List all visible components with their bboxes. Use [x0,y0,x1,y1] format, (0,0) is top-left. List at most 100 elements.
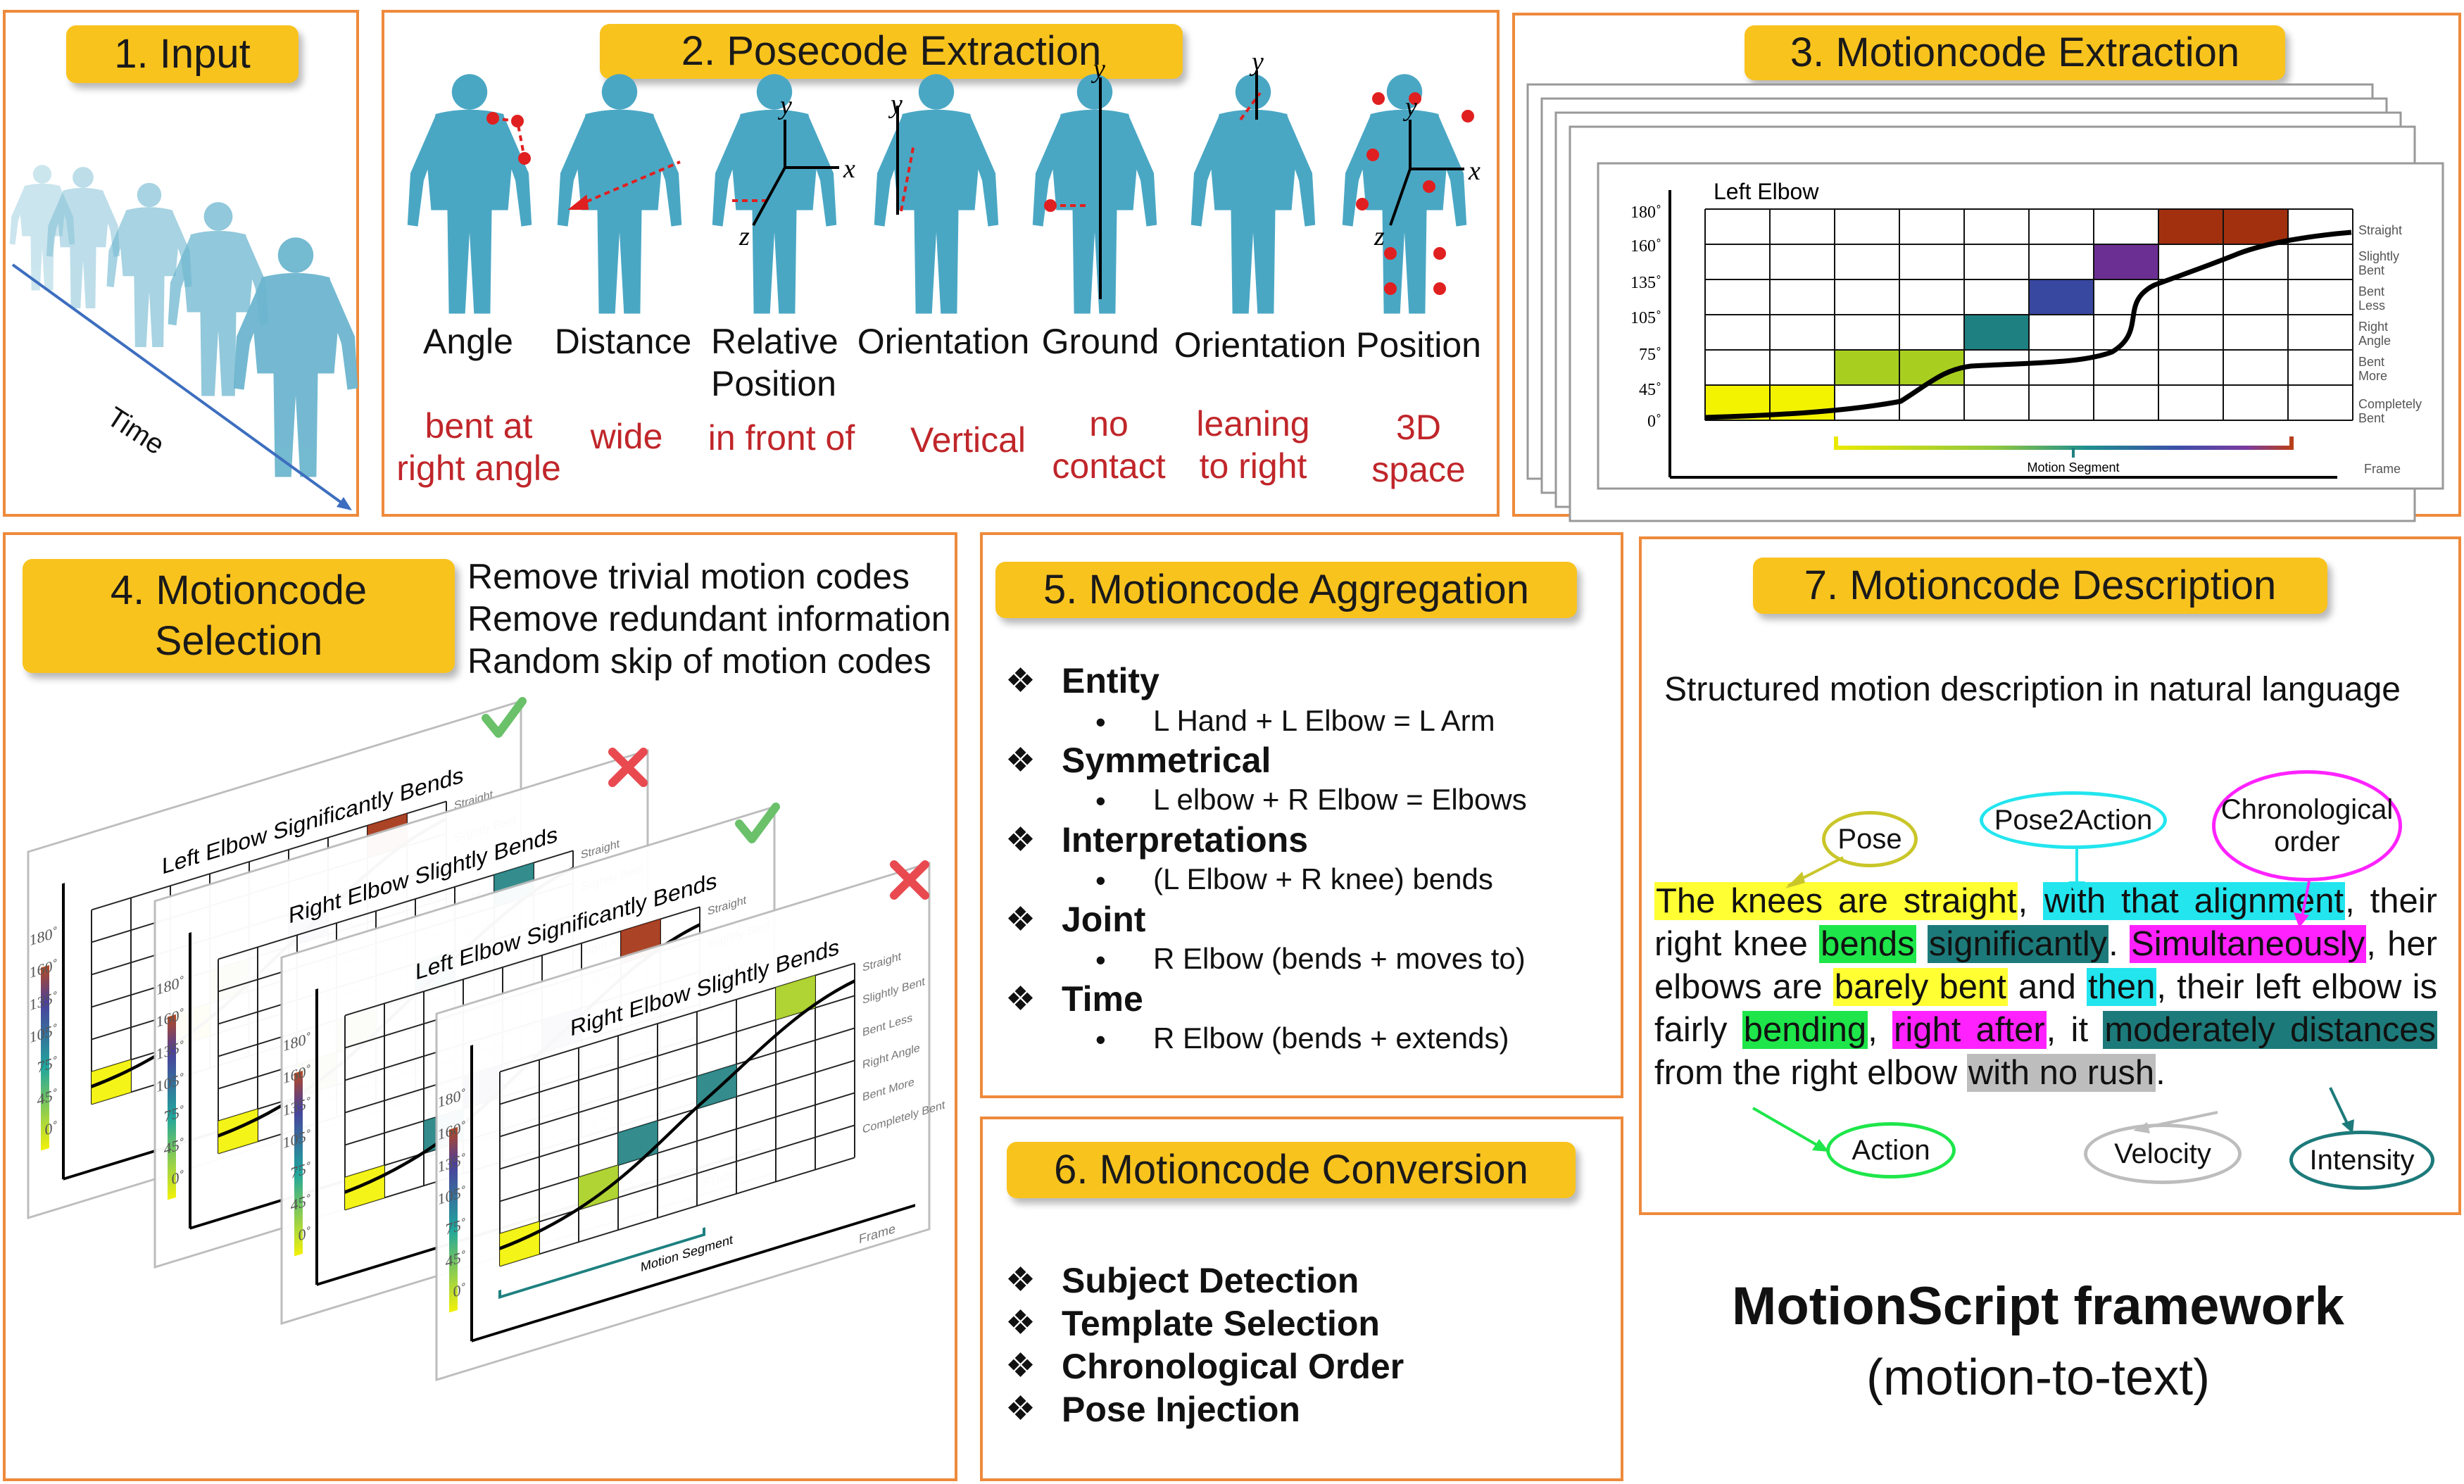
agg-joint-text: R Elbow (bends + moves to) [1153,942,1526,975]
bullet-icon: ❖ [1005,742,1036,779]
plain-text: and [2007,968,2087,1006]
posecode-label-distance: Distance [554,322,692,361]
plain-text: , their left elbow is fairly [1654,968,2438,1049]
y-tick-label: 75˚ [1639,346,1661,364]
tag-chronological: Chronological order [2212,770,2402,881]
gradient-bar [449,1126,458,1313]
agg-time-head: Time [1062,979,1143,1019]
cross-icon [608,748,648,787]
panel-selection-title: 4. Motioncode Selection [23,559,455,673]
tag-action: Action [1826,1122,1956,1178]
posecode-axes [752,70,1464,299]
agg-entity-head: Entity [1062,661,1159,700]
agg-joint-head: Joint [1062,900,1146,939]
state-cell [500,1221,539,1266]
motion-curve [499,979,855,1250]
y-tick-label: 0˚ [45,1118,58,1139]
posecode-example-ground: no contact [1052,404,1166,486]
posecode-example-distance: wide [590,417,663,456]
check-icon [482,697,527,738]
state-label: Completely Bent [2358,397,2422,425]
x-axis [472,1204,915,1342]
highlighted-phrase: moderately distances [2103,1011,2437,1049]
panel-input-title: 1. Input [66,25,298,83]
agg-interpretations-head: Interpretations [1062,820,1309,860]
highlighted-phrase: significantly [1927,925,2109,963]
grid-line [500,1059,855,1170]
state-label: Slightly Bent [2358,249,2399,277]
selection-charts: 0˚45˚75˚105˚135˚160˚180˚StraightSlightly… [27,697,945,1381]
agg-entity-sub: • [1095,705,1106,738]
highlighted-phrase: Simultaneously [2130,925,2367,963]
highlighted-phrase: bending [1742,1011,1868,1049]
y-tick-label: 0˚ [298,1224,311,1245]
state-cell [218,1109,258,1154]
description-subtitle: Structured motion description in natural… [1664,671,2401,708]
panel-posecode-title: 2. Posecode Extraction [600,24,1183,79]
y-tick-label: 0˚ [453,1280,466,1301]
bullet-icon: ❖ [1005,1347,1036,1385]
svg-text:y: y [888,89,903,119]
gradient-bar [294,1070,303,1257]
agg-time-sub: • [1095,1023,1106,1056]
posecode-annotations [486,92,1474,295]
conv-item-2: Template Selection [1062,1304,1380,1343]
bullet-icon: ❖ [1005,822,1036,859]
svg-text:y: y [1402,92,1417,122]
grid-line [500,1092,855,1202]
state-cell [2223,209,2288,244]
main-chart-sheet [1597,162,2444,490]
tag-intensity: Intensity [2289,1131,2434,1190]
posecode-example-angle: bent at right angle [396,406,561,488]
state-cell [2158,209,2223,244]
agg-time-text: R Elbow (bends + extends) [1153,1021,1509,1055]
selection-rule-2: Remove redundant information [467,599,951,639]
panel-extraction-title: 3. Motioncode Extraction [1745,25,2285,80]
plain-text: , [2018,882,2043,920]
bullet-icon: ❖ [1005,1304,1036,1342]
agg-joint-sub: • [1095,943,1106,976]
svg-text:y: y [1249,47,1264,77]
state-label: Bent More [2358,355,2387,383]
highlighted-phrase: right after [1892,1011,2047,1049]
posecode-label-orientation: Orientation [857,322,1030,361]
gradient-bar [41,964,49,1151]
state-label: Right Angle [2358,320,2391,348]
agg-symmetrical-head: Symmetrical [1062,741,1271,780]
plain-text: , her elbows are [1654,925,2437,1006]
state-cell [579,1165,618,1210]
framework-subtitle: (motion-to-text) [1866,1350,2211,1406]
agg-entity-text: L Hand + L Elbow = L Arm [1153,704,1495,737]
posecode-axis-letters: y x z y y y y x z [738,47,1481,251]
panel-description [1639,536,2461,1215]
input-silhouettes [9,165,358,477]
plain-text: . [2156,1054,2166,1092]
y-tick-label: 105˚ [1630,309,1661,327]
state-cell [776,975,815,1020]
tag-pose2action: Pose2Action [1980,791,2167,849]
y-tick-label: 135˚ [1630,274,1661,292]
bullet-icon: ❖ [1005,662,1036,700]
posecode-label-position: Position [1356,325,1481,365]
plain-text: , it [2046,1011,2104,1049]
y-tick-label: 45˚ [1639,381,1661,399]
state-label: Straight [2358,223,2402,237]
svg-text:y: y [1090,54,1105,84]
posecode-example-leaning: leaning to right [1196,404,1310,486]
state-cell [1964,315,2029,350]
posecode-bodies [407,74,1467,314]
svg-text:x: x [1468,156,1481,186]
segment-bracket [498,1227,705,1300]
tag-pose: Pose [1822,811,1918,867]
plain-text: . [2108,925,2130,963]
panel-aggregation-title: 5. Motioncode Aggregation [995,562,1577,618]
y-tick-label: 160˚ [1630,237,1661,256]
grid-line [500,995,855,1105]
time-arrow-line [11,263,351,510]
highlighted-phrase: then [2087,968,2157,1006]
conv-item-4: Pose Injection [1062,1390,1300,1429]
svg-text:y: y [777,91,792,120]
posecode-example-3d: 3D space [1371,408,1466,489]
conv-item-1: Subject Detection [1062,1261,1359,1300]
